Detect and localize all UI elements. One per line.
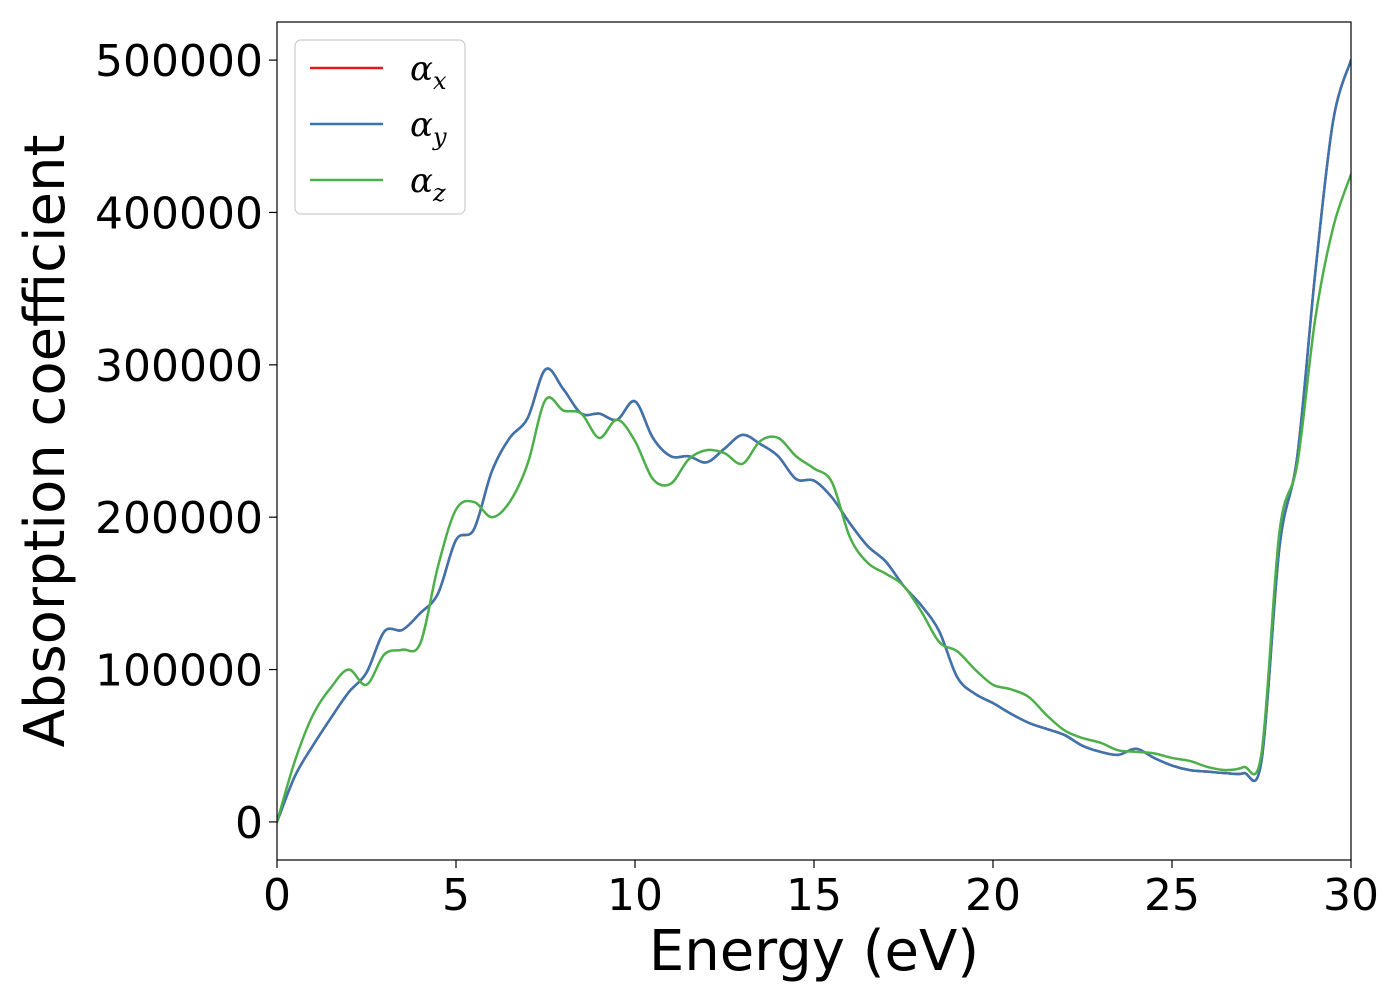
y-tick-label: 300000 bbox=[95, 341, 263, 392]
plot-lines bbox=[277, 58, 1351, 824]
legend: αx αy αz bbox=[294, 39, 466, 215]
legend-label-y: αy bbox=[410, 105, 447, 151]
x-tick-label: 25 bbox=[1144, 870, 1200, 921]
x-axis-ticks: 0 5 10 15 20 25 30 bbox=[263, 860, 1379, 921]
x-tick-label: 0 bbox=[263, 870, 291, 921]
legend-box bbox=[294, 39, 466, 215]
y-tick-label: 0 bbox=[235, 798, 263, 849]
legend-label-x: αx bbox=[410, 49, 447, 95]
series-line-y bbox=[277, 58, 1351, 824]
x-tick-label: 10 bbox=[607, 870, 663, 921]
legend-label-z: αz bbox=[410, 161, 446, 207]
y-axis-ticks: 0 100000 200000 300000 400000 500000 bbox=[95, 36, 277, 849]
series-line-z bbox=[277, 173, 1351, 824]
x-tick-label: 30 bbox=[1323, 870, 1379, 921]
x-tick-label: 15 bbox=[786, 870, 842, 921]
y-tick-label: 500000 bbox=[95, 36, 263, 87]
y-tick-label: 100000 bbox=[95, 646, 263, 697]
x-axis-title: Energy (eV) bbox=[649, 919, 979, 984]
x-tick-label: 5 bbox=[442, 870, 470, 921]
y-tick-label: 200000 bbox=[95, 493, 263, 544]
y-tick-label: 400000 bbox=[95, 188, 263, 239]
y-axis-title: Absorption coefficient bbox=[13, 135, 78, 748]
x-tick-label: 20 bbox=[965, 870, 1021, 921]
